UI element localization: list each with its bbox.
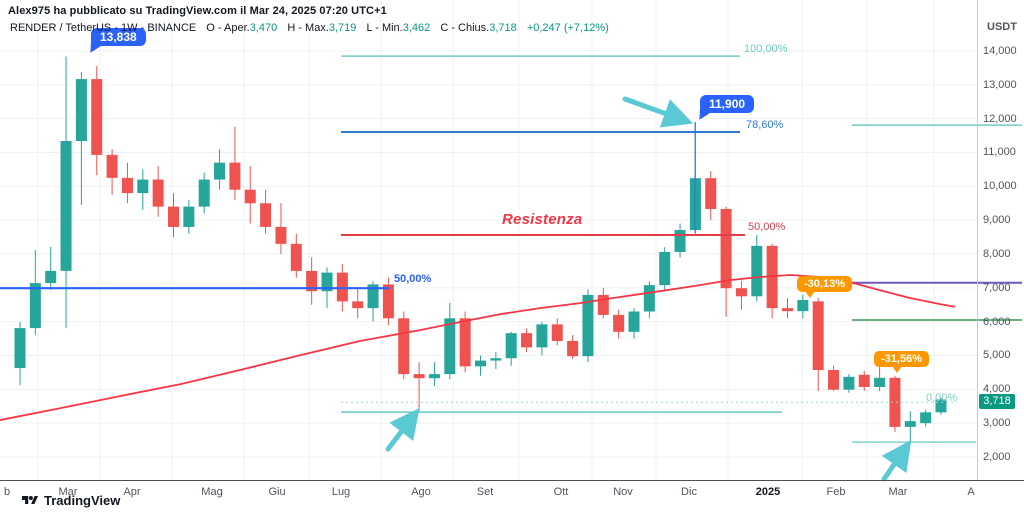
time-tick-label: b bbox=[3, 486, 11, 498]
close-value: 3,718 bbox=[489, 22, 517, 34]
fib-label-786[interactable]: 78,60% bbox=[746, 119, 784, 131]
time-tick-label: Ott bbox=[553, 486, 569, 498]
low-value: 3,462 bbox=[402, 22, 431, 34]
price-callout-peak[interactable]: 11,900 bbox=[696, 95, 755, 123]
time-tick-label: Dic bbox=[681, 486, 697, 498]
tradingview-wordmark: TradingView bbox=[44, 493, 121, 508]
low-label: L - Min. bbox=[366, 22, 403, 34]
arrow-mar-low[interactable] bbox=[881, 439, 912, 482]
time-tick-label: Set bbox=[476, 486, 494, 498]
price-tick-label: 8,000 bbox=[983, 247, 1011, 260]
fib-label-0[interactable]: 0,00% bbox=[926, 392, 958, 404]
time-tick-label: Giu bbox=[268, 486, 286, 498]
tradingview-logo-icon bbox=[22, 496, 38, 505]
drawdown-badge-1[interactable]: -30,13% bbox=[797, 276, 852, 298]
last-price-badge: 3,718 bbox=[979, 394, 1015, 409]
high-value: 3,719 bbox=[328, 22, 357, 34]
price-tick-label: 2,000 bbox=[983, 450, 1011, 463]
drawdown-badge-2[interactable]: -31,56% bbox=[874, 351, 929, 373]
ohlc-row: RENDER / TetherUS - 1W - BINANCE O - Ape… bbox=[10, 22, 609, 34]
arrow-aug-low[interactable] bbox=[385, 408, 420, 452]
time-tick-label: Mag bbox=[201, 486, 223, 498]
time-tick-label: Lug bbox=[331, 486, 351, 498]
price-tick-label: 3,000 bbox=[983, 417, 1011, 430]
symbol-title: RENDER / TetherUS - 1W - BINANCE bbox=[10, 22, 197, 34]
fib-label-50-red[interactable]: 50,00% bbox=[748, 221, 786, 233]
price-tick-label: 12,000 bbox=[983, 112, 1017, 125]
fib-label-100[interactable]: 100,00% bbox=[744, 43, 788, 55]
price-scale-currency: USDT bbox=[987, 21, 1017, 33]
time-tick-label: Nov bbox=[613, 486, 633, 498]
time-tick-label: Feb bbox=[826, 486, 846, 498]
price-tick-label: 10,000 bbox=[983, 180, 1017, 193]
badge-tail bbox=[892, 366, 902, 373]
price-tick-label: 14,000 bbox=[983, 45, 1017, 57]
time-tick-label: A bbox=[967, 486, 975, 498]
moving-average-line[interactable] bbox=[0, 274, 956, 421]
time-tick-label: Ago bbox=[411, 486, 431, 498]
time-tick-label: Mar bbox=[888, 486, 908, 498]
chart-header: Alex975 ha pubblicato su TradingView.com… bbox=[8, 5, 609, 34]
open-label: O - Aper. bbox=[206, 22, 250, 34]
time-tick-label: Mar bbox=[58, 486, 78, 498]
price-scale-border bbox=[977, 0, 978, 480]
tradingview-watermark[interactable]: TradingView bbox=[22, 493, 120, 508]
time-tick-label: 2025 bbox=[755, 486, 781, 498]
price-tick-label: 13,000 bbox=[983, 78, 1017, 91]
resistance-text-label[interactable]: Resistenza bbox=[502, 211, 583, 228]
candlestick-series bbox=[14, 56, 947, 444]
grid bbox=[0, 0, 977, 480]
publish-info: Alex975 ha pubblicato su TradingView.com… bbox=[8, 5, 387, 17]
price-tick-label: 11,000 bbox=[983, 146, 1016, 159]
arrow-peak[interactable] bbox=[622, 96, 694, 128]
price-tick-label: 5,000 bbox=[983, 349, 1011, 362]
high-label: H - Max. bbox=[287, 22, 329, 34]
badge-tail bbox=[805, 291, 815, 298]
open-value: 3,470 bbox=[249, 22, 278, 34]
price-tick-label: 9,000 bbox=[983, 214, 1011, 227]
price-tick-label: 7,000 bbox=[983, 281, 1011, 294]
price-tick-label: 6,000 bbox=[983, 315, 1011, 328]
fib-label-50-blue[interactable]: 50,00% bbox=[394, 273, 432, 285]
time-tick-label: Apr bbox=[123, 486, 141, 498]
price-callout-high[interactable]: 13,838 bbox=[87, 28, 146, 56]
time-scale-border bbox=[0, 480, 1024, 481]
close-label: C - Chius. bbox=[440, 22, 490, 34]
change-value: +0,247 (+7,12%) bbox=[526, 22, 609, 34]
price-tick-label: 4,000 bbox=[983, 383, 1011, 396]
